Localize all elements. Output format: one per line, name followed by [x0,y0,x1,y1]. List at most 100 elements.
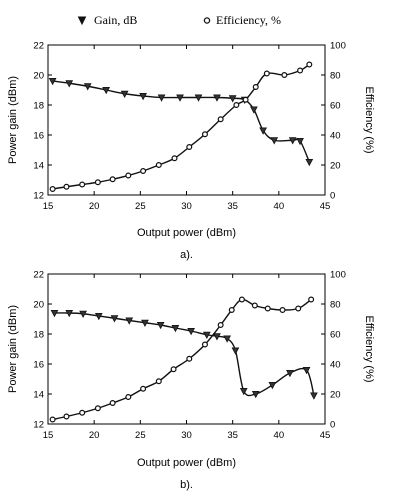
gain-point [239,388,248,396]
y-axis-title: Power gain (dBm) [7,305,19,393]
chart-panel-b: 15 20 25 30 35 40 45 12 14 16 18 20 22 0 20 40 60 80 100… [7,270,375,492]
efficiency-point [94,179,101,186]
y-tick-label: 20 [33,71,44,82]
x-tick-label: 45 [320,430,331,441]
gain-point [286,370,294,378]
efficiency-point [186,355,193,362]
efficiency-point [79,409,86,416]
gain-point [125,317,134,325]
efficiency-point [306,61,313,68]
y2-tick-label: 60 [330,101,341,112]
x-tick-label: 40 [274,430,285,441]
gain-point [141,319,149,327]
efficiency-point [155,162,162,169]
gain-point [83,83,92,91]
gain-point [302,367,311,375]
gain-point [270,137,279,145]
x-axis-title: Output power (dBm) [137,457,236,469]
efficiency-point [217,116,224,123]
legend-efficiency-marker [203,17,211,24]
efficiency-point [238,296,245,303]
legend-gain-marker [77,16,87,26]
efficiency-point [251,302,258,309]
y-tick-label: 22 [33,270,44,281]
gain-point [194,94,203,102]
y2-axis-title: Efficiency (%) [363,315,375,382]
y2-tick-label: 20 [330,390,341,401]
y2-tick-label: 80 [330,71,341,82]
x-tick-label: 40 [274,201,285,212]
y2-tick-label: 0 [330,420,335,431]
y2-tick-label: 0 [330,191,335,202]
gain-point [110,315,119,323]
efficiency-point [297,67,304,74]
efficiency-point [217,322,224,329]
y-tick-label: 20 [33,300,44,311]
efficiency-point [171,155,178,162]
x-axis-title: Output power (dBm) [137,227,236,239]
x-tick-label: 15 [43,430,54,441]
legend: Gain, dB Efficiency, % [77,13,281,27]
efficiency-point [155,378,162,385]
x-tick-label: 45 [320,201,331,212]
efficiency-point [281,71,288,78]
gain-point [296,138,304,146]
gain-point [228,95,237,103]
efficiency-series-line [52,63,310,190]
x-tick-label: 20 [89,430,100,441]
gain-point [102,87,111,95]
gain-point [305,159,314,167]
gain-point [65,80,74,88]
efficiency-point [109,400,116,407]
efficiency-point [295,305,302,312]
efficiency-point [79,181,86,188]
y-tick-label: 18 [33,101,44,112]
efficiency-point [263,70,270,77]
gain-point [65,310,74,318]
gain-point [288,137,297,145]
gain-point [250,106,258,114]
gain-point [176,94,184,102]
gain-series-line [52,80,310,163]
y2-tick-label: 100 [330,270,346,281]
y2-tick-label: 40 [330,131,341,142]
y2-tick-label: 60 [330,330,341,341]
chart-panel-a: 15 20 25 30 35 40 45 12 14 16 18 20 22 0 20 40 60 80 100… [7,41,375,262]
efficiency-point [242,96,249,103]
gain-point [50,310,59,318]
gain-point [187,328,195,336]
gain-point [251,391,260,399]
y-tick-label: 12 [33,420,44,431]
gain-point [268,382,277,390]
efficiency-series-line [52,298,312,421]
y-tick-label: 12 [33,191,44,202]
efficiency-point [49,416,56,423]
efficiency-point [109,176,116,183]
panel-label: b). [180,479,193,491]
gain-point [213,333,221,341]
gain-point [48,78,57,86]
gain-point [120,90,129,98]
efficiency-point [125,172,132,179]
efficiency-point [233,101,240,108]
gain-point [156,322,165,330]
legend-efficiency-label: Efficiency, % [216,13,281,27]
y-tick-label: 22 [33,41,44,52]
y2-tick-label: 100 [330,41,346,52]
efficiency-point [49,186,56,193]
efficiency-point [201,341,208,348]
y-tick-label: 16 [33,360,44,371]
y-tick-label: 16 [33,131,44,142]
x-tick-label: 35 [227,201,238,212]
efficiency-point [279,307,286,314]
efficiency-point [63,183,70,190]
x-tick-label: 25 [135,201,146,212]
gain-point [231,347,240,355]
y-axis-title: Power gain (dBm) [7,76,19,164]
x-tick-label: 25 [135,430,146,441]
efficiency-point [308,296,315,303]
efficiency-point [94,405,101,412]
plot-frame [47,273,326,425]
efficiency-point [170,366,177,373]
